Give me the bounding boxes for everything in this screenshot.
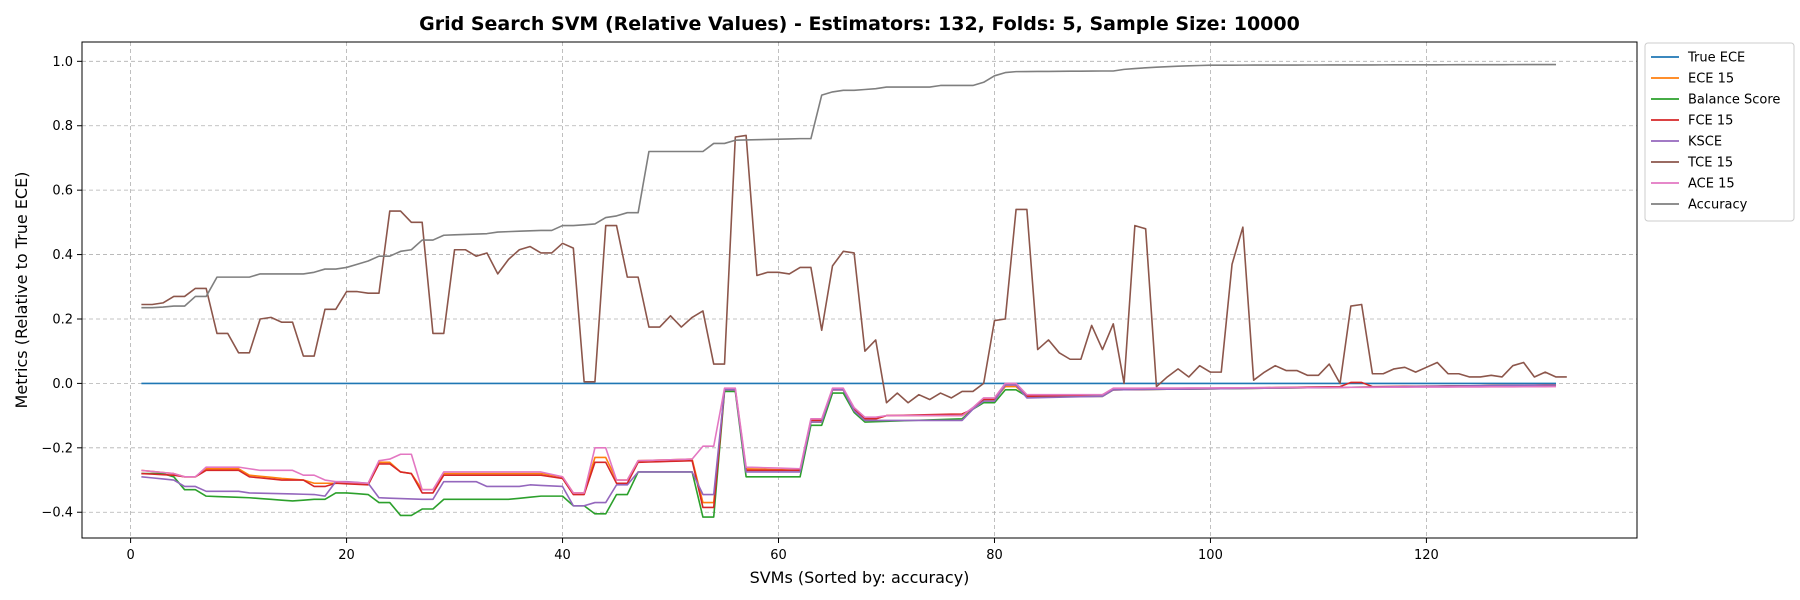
legend-label-fce-15: FCE 15 <box>1688 114 1733 129</box>
legend-label-balance-score: Balance Score <box>1688 93 1780 108</box>
legend-label-ksce: KSCE <box>1688 135 1722 150</box>
y-tick-label: 0.6 <box>52 184 73 199</box>
x-tick-label: 60 <box>770 548 787 563</box>
legend-label-ece-15: ECE 15 <box>1688 72 1734 87</box>
chart-title: Grid Search SVM (Relative Values) - Esti… <box>419 13 1300 35</box>
legend-label-true-ece: True ECE <box>1687 51 1745 66</box>
x-tick-label: 120 <box>1414 548 1439 563</box>
x-axis-label: SVMs (Sorted by: accuracy) <box>750 568 970 587</box>
x-tick-label: 20 <box>338 548 355 563</box>
legend-label-accuracy: Accuracy <box>1688 198 1748 213</box>
series-line-tce-15 <box>141 134 1567 404</box>
legend-box <box>1644 42 1795 222</box>
axis-ticks: 0 20 40 60 80 100 120 −0.4 −0.2 0.0 0.2 0.4 0.6 0.8 1.… <box>41 55 1438 563</box>
y-tick-label: 0.8 <box>52 119 73 134</box>
legend: True ECE ECE 15 Balance Score FCE 15 KSCE TCE… <box>1644 42 1795 222</box>
series-line-accuracy <box>141 63 1557 309</box>
x-tick-label: 0 <box>126 548 134 563</box>
series-line-ace-15 <box>141 382 1557 494</box>
series-lines <box>141 63 1567 518</box>
plot-frame <box>81 41 1638 539</box>
y-axis-label: Metrics (Relative to True ECE) <box>12 172 31 409</box>
legend-label-tce-15: TCE 15 <box>1687 156 1733 171</box>
x-tick-label: 80 <box>986 548 1003 563</box>
y-tick-label: 0.0 <box>52 377 73 392</box>
y-tick-label: −0.2 <box>41 441 73 456</box>
x-tick-label: 40 <box>554 548 571 563</box>
grid <box>82 42 1637 538</box>
y-tick-label: −0.4 <box>41 506 73 521</box>
y-tick-label: 1.0 <box>52 55 73 70</box>
legend-label-ace-15: ACE 15 <box>1688 177 1735 192</box>
y-tick-label: 0.2 <box>52 312 73 327</box>
y-tick-label: 0.4 <box>52 248 73 263</box>
x-tick-label: 100 <box>1198 548 1223 563</box>
